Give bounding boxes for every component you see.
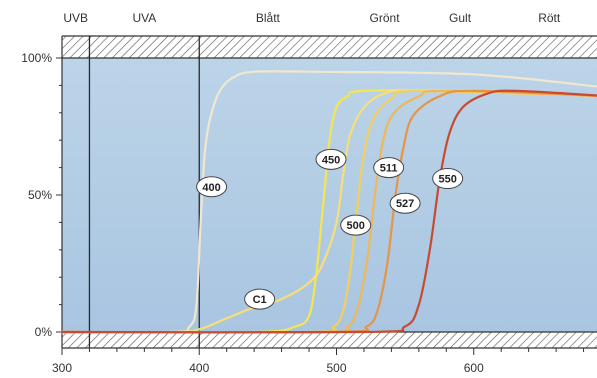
y-tick-label: 100% — [21, 51, 52, 65]
series-label-text: 511 — [380, 163, 398, 175]
series-label-text: 527 — [396, 198, 414, 210]
series-label-text: 500 — [347, 220, 365, 232]
series-label-text: 400 — [202, 182, 220, 194]
series-label-450: 450 — [315, 148, 347, 170]
band-label: Blått — [256, 11, 281, 25]
top-hatch-band — [62, 36, 597, 58]
series-line-550 — [60, 89, 597, 334]
series-label-badge — [432, 168, 464, 190]
series-label-C1: C1 — [244, 288, 276, 310]
plot-background — [62, 58, 597, 332]
band-label: UVB — [63, 11, 88, 25]
band-label: Rött — [538, 11, 561, 25]
y-axis: 100% 50% 0% — [21, 51, 62, 339]
series-label-badge — [389, 192, 421, 214]
y-tick-label: 50% — [28, 188, 52, 202]
x-axis: 300400500600700 — [52, 348, 585, 375]
bottom-hatch-band — [62, 332, 597, 348]
series-label-400: 400 — [196, 176, 228, 198]
series-label-badge — [196, 176, 228, 198]
band-labels: UVB UVA Blått Grönt Gult Rött — [63, 11, 561, 25]
series-label-text: 450 — [322, 154, 340, 166]
series-label-badge — [340, 214, 372, 236]
x-tick-label: 500 — [326, 361, 346, 375]
series-label-badge — [373, 157, 405, 179]
series-line-400 — [60, 70, 597, 334]
series-label-527: 527 — [389, 192, 421, 214]
series-label-text: C1 — [253, 294, 267, 306]
band-label: Gult — [449, 11, 472, 25]
series-lines — [60, 70, 597, 334]
x-tick-label: 300 — [52, 361, 72, 375]
series-label-550: 550 — [432, 168, 464, 190]
series-label-badge — [244, 288, 276, 310]
band-label: Grönt — [370, 11, 401, 25]
series-label-500: 500 — [340, 214, 372, 236]
y-tick-label: 0% — [35, 325, 53, 339]
x-tick-label: 400 — [189, 361, 209, 375]
series-label-511: 511 — [373, 157, 405, 179]
series-label-badge — [315, 148, 347, 170]
band-label: UVA — [132, 11, 156, 25]
x-tick-label: 600 — [464, 361, 484, 375]
series-label-text: 550 — [438, 174, 456, 186]
series-line-C1 — [60, 89, 597, 334]
series-labels: 400 450 C1 500 511 527 550 — [196, 148, 464, 310]
